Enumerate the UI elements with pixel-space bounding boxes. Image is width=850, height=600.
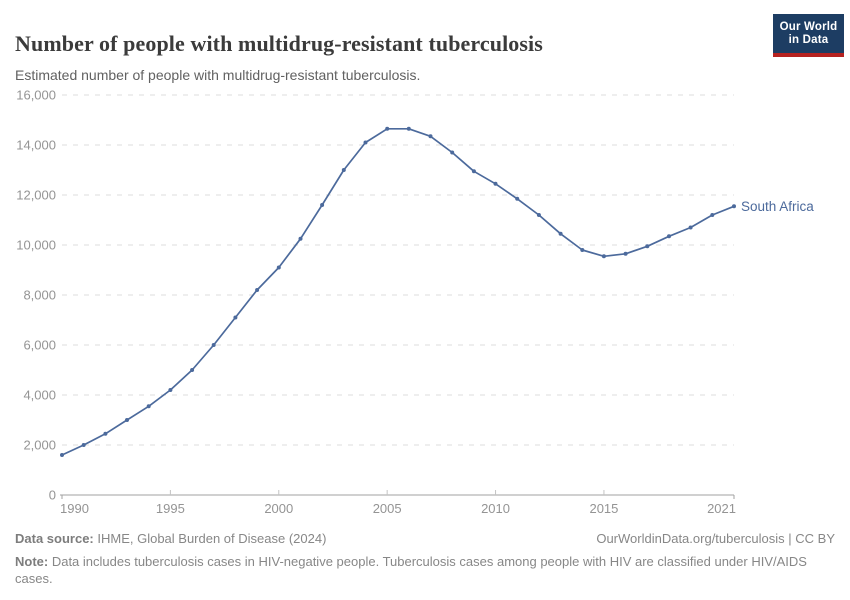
data-source-text: IHME, Global Burden of Disease (2024) [93,531,327,546]
data-point[interactable] [363,140,368,145]
data-point[interactable] [558,231,563,236]
y-tick-label: 14,000 [16,138,56,153]
data-point[interactable] [146,404,151,409]
data-point[interactable] [125,418,129,422]
data-point[interactable] [81,443,86,447]
data-point[interactable] [320,203,325,207]
owid-logo-line2: in Data [788,33,829,46]
data-point[interactable] [103,431,108,436]
data-point[interactable] [667,234,671,239]
data-point[interactable] [406,126,411,131]
data-point[interactable] [168,388,173,392]
x-tick-label: 2000 [264,501,293,516]
y-tick-label: 10,000 [16,238,56,253]
data-point[interactable] [710,213,715,217]
data-point[interactable] [428,134,433,139]
owid-logo-line1: Our World [779,20,838,33]
attribution-link[interactable]: OurWorldinData.org/tuberculosis | CC BY [596,531,835,546]
page-title: Number of people with multidrug-resistan… [15,30,543,56]
owid-logo: Our World in Data [773,14,844,57]
data-point[interactable] [515,196,520,201]
x-tick-label: 2015 [589,501,618,516]
data-point[interactable] [536,213,541,217]
data-point[interactable] [233,315,238,320]
y-tick-label: 6,000 [23,338,56,353]
data-point[interactable] [580,248,585,252]
y-tick-label: 4,000 [23,388,56,403]
data-point[interactable] [645,244,650,249]
entity-label-south-africa[interactable]: South Africa [741,199,814,214]
data-source: Data source: IHME, Global Burden of Dise… [15,530,326,547]
y-tick-label: 2,000 [23,438,56,453]
x-tick-label: 1995 [156,501,185,516]
data-point[interactable] [493,181,498,186]
note-label: Note: [15,554,49,569]
data-source-label: Data source: [15,531,94,546]
y-tick-label: 16,000 [16,88,56,103]
x-tick-label: 2021 [707,501,736,516]
data-point[interactable] [623,251,628,256]
data-point[interactable] [60,453,64,457]
chart-note: Note: Data includes tuberculosis cases i… [15,553,815,587]
x-tick-label: 2010 [481,501,510,516]
data-point[interactable] [385,126,390,131]
note-text: Data includes tuberculosis cases in HIV-… [15,554,807,586]
data-point[interactable] [341,168,346,172]
data-point[interactable] [190,368,195,372]
chart-subtitle: Estimated number of people with multidru… [15,67,421,83]
data-point[interactable] [471,169,476,174]
x-tick-label: 1990 [60,501,89,516]
data-point[interactable] [732,204,736,209]
data-point[interactable] [601,254,606,259]
data-point[interactable] [211,343,216,347]
chart-footer: Data source: IHME, Global Burden of Dise… [15,530,835,587]
y-tick-label: 0 [49,488,56,503]
data-point[interactable] [688,225,693,230]
x-tick-label: 2005 [373,501,402,516]
line-chart[interactable]: 0 2,000 4,000 6,000 8,000 10,000 12,000 14,000 1… [0,0,850,525]
data-point[interactable] [298,236,303,241]
chart-area[interactable]: 0 2,000 4,000 6,000 8,000 10,000 12,000 14,000 1… [0,0,850,525]
y-tick-label: 8,000 [23,288,56,303]
data-point[interactable] [276,265,281,270]
data-point[interactable] [450,150,455,155]
y-tick-label: 12,000 [16,188,56,203]
series-line-south-africa[interactable] [61,127,735,456]
data-point[interactable] [255,288,260,292]
